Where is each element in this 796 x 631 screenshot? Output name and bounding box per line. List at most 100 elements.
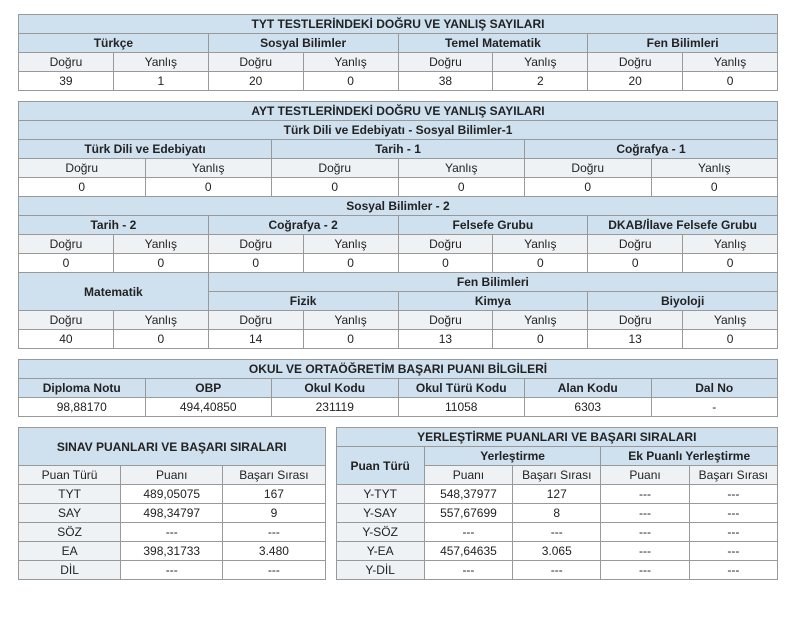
yer-r1c1: 557,67699 — [424, 504, 512, 523]
tyt-title: TYT TESTLERİNDEKİ DOĞRU VE YANLIŞ SAYILA… — [19, 15, 778, 34]
sinav-c0: Puan Türü — [19, 466, 121, 485]
yer-r1c0: Y-SAY — [336, 504, 424, 523]
okul-block: OKUL VE ORTAÖĞRETİM BAŞARI PUANI BİLGİLE… — [18, 359, 778, 417]
okul-table: OKUL VE ORTAÖĞRETİM BAŞARI PUANI BİLGİLE… — [18, 359, 778, 417]
sinav-r4c1: --- — [121, 561, 223, 580]
yerlestirme-block: YERLEŞTİRME PUANLARI VE BAŞARI SIRALARI … — [336, 427, 779, 580]
ayt-h-dogru: Doğru — [272, 159, 399, 178]
okul-h0: Diploma Notu — [19, 379, 146, 398]
ayt-fen-v0y: 0 — [303, 330, 398, 349]
yer-c2: Başarı Sırası — [513, 466, 601, 485]
tyt-h-yanlis: Yanlış — [303, 53, 398, 72]
yer-r3c2: 3.065 — [513, 542, 601, 561]
ayt-h-dogru: Doğru — [588, 311, 683, 330]
sinav-r1c1: 498,34797 — [121, 504, 223, 523]
okul-v3: 11058 — [398, 398, 525, 417]
ayt-g2-s2: Felsefe Grubu — [398, 216, 588, 235]
yer-r0c0: Y-TYT — [336, 485, 424, 504]
ayt-g2-v0d: 0 — [19, 254, 114, 273]
ayt-h-yanlis: Yanlış — [398, 159, 525, 178]
tyt-h-dogru: Doğru — [208, 53, 303, 72]
tyt-subject-3: Fen Bilimleri — [588, 34, 778, 53]
ayt-g2-title: Sosyal Bilimler - 2 — [19, 197, 778, 216]
ayt-h-dogru: Doğru — [588, 235, 683, 254]
okul-v1: 494,40850 — [145, 398, 272, 417]
okul-v5: - — [651, 398, 778, 417]
ayt-h-yanlis: Yanlış — [493, 235, 588, 254]
tyt-h-dogru: Doğru — [588, 53, 683, 72]
ayt-fen-v1y: 0 — [493, 330, 588, 349]
ayt-h-dogru: Doğru — [398, 235, 493, 254]
ayt-h-dogru: Doğru — [208, 311, 303, 330]
ayt-h-yanlis: Yanlış — [683, 311, 778, 330]
sinav-r1c2: 9 — [223, 504, 325, 523]
tyt-subject-2: Temel Matematik — [398, 34, 588, 53]
ayt-h-dogru: Doğru — [19, 311, 114, 330]
ayt-g2-v0y: 0 — [113, 254, 208, 273]
ayt-g1-v0y: 0 — [145, 178, 272, 197]
ayt-g1-v2y: 0 — [651, 178, 778, 197]
yer-r0c3: --- — [601, 485, 689, 504]
sinav-table: SINAV PUANLARI VE BAŞARI SIRALARI Puan T… — [18, 427, 326, 580]
okul-v2: 231119 — [272, 398, 399, 417]
ayt-fen-s1: Kimya — [398, 292, 588, 311]
ayt-mat: Matematik — [19, 273, 209, 311]
sinav-r2c0: SÖZ — [19, 523, 121, 542]
sinav-r0c0: TYT — [19, 485, 121, 504]
yer-r4c2: --- — [513, 561, 601, 580]
sinav-block: SINAV PUANLARI VE BAŞARI SIRALARI Puan T… — [18, 427, 326, 580]
sinav-r1c0: SAY — [19, 504, 121, 523]
yer-r0c2: 127 — [513, 485, 601, 504]
ayt-fen-v1d: 13 — [398, 330, 493, 349]
ayt-mat-y: 0 — [113, 330, 208, 349]
sinav-r3c1: 398,31733 — [121, 542, 223, 561]
yer-c3: Puanı — [601, 466, 689, 485]
ayt-table: AYT TESTLERİNDEKİ DOĞRU VE YANLIŞ SAYILA… — [18, 101, 778, 349]
ayt-g2-v3d: 0 — [588, 254, 683, 273]
yer-r3c1: 457,64635 — [424, 542, 512, 561]
sinav-r4c2: --- — [223, 561, 325, 580]
ayt-h-yanlis: Yanlış — [145, 159, 272, 178]
yer-c0: Puan Türü — [336, 447, 424, 485]
tyt-h-yanlis: Yanlış — [493, 53, 588, 72]
ayt-block: AYT TESTLERİNDEKİ DOĞRU VE YANLIŞ SAYILA… — [18, 101, 778, 349]
okul-h1: OBP — [145, 379, 272, 398]
okul-h2: Okul Kodu — [272, 379, 399, 398]
sinav-r2c1: --- — [121, 523, 223, 542]
tyt-v1d: 20 — [208, 72, 303, 91]
okul-title: OKUL VE ORTAÖĞRETİM BAŞARI PUANI BİLGİLE… — [19, 360, 778, 379]
ayt-h-dogru: Doğru — [19, 159, 146, 178]
tyt-h-dogru: Doğru — [398, 53, 493, 72]
okul-v4: 6303 — [525, 398, 652, 417]
yer-r4c0: Y-DİL — [336, 561, 424, 580]
yer-r2c1: --- — [424, 523, 512, 542]
tyt-v3d: 20 — [588, 72, 683, 91]
yer-r2c0: Y-SÖZ — [336, 523, 424, 542]
ayt-g1-title: Türk Dili ve Edebiyatı - Sosyal Bilimler… — [19, 121, 778, 140]
ayt-g1-v1y: 0 — [398, 178, 525, 197]
yer-r4c3: --- — [601, 561, 689, 580]
tyt-v3y: 0 — [683, 72, 778, 91]
tyt-v2d: 38 — [398, 72, 493, 91]
ayt-h-yanlis: Yanlış — [113, 311, 208, 330]
sinav-c2: Başarı Sırası — [223, 466, 325, 485]
ayt-g2-v2y: 0 — [493, 254, 588, 273]
ayt-g1-v1d: 0 — [272, 178, 399, 197]
tyt-h-yanlis: Yanlış — [113, 53, 208, 72]
yer-c4: Başarı Sırası — [689, 466, 777, 485]
yer-r2c2: --- — [513, 523, 601, 542]
ayt-h-dogru: Doğru — [398, 311, 493, 330]
sinav-r4c0: DİL — [19, 561, 121, 580]
tyt-subject-0: Türkçe — [19, 34, 209, 53]
yer-sub2: Ek Puanlı Yerleştirme — [601, 447, 778, 466]
ayt-g2-v1d: 0 — [208, 254, 303, 273]
yer-r3c4: --- — [689, 542, 777, 561]
yer-r1c3: --- — [601, 504, 689, 523]
ayt-h-yanlis: Yanlış — [113, 235, 208, 254]
yer-r4c4: --- — [689, 561, 777, 580]
ayt-g1-s2: Coğrafya - 1 — [525, 140, 778, 159]
ayt-g1-v0d: 0 — [19, 178, 146, 197]
bottom-row: SINAV PUANLARI VE BAŞARI SIRALARI Puan T… — [18, 427, 778, 580]
tyt-block: TYT TESTLERİNDEKİ DOĞRU VE YANLIŞ SAYILA… — [18, 14, 778, 91]
yer-r2c3: --- — [601, 523, 689, 542]
